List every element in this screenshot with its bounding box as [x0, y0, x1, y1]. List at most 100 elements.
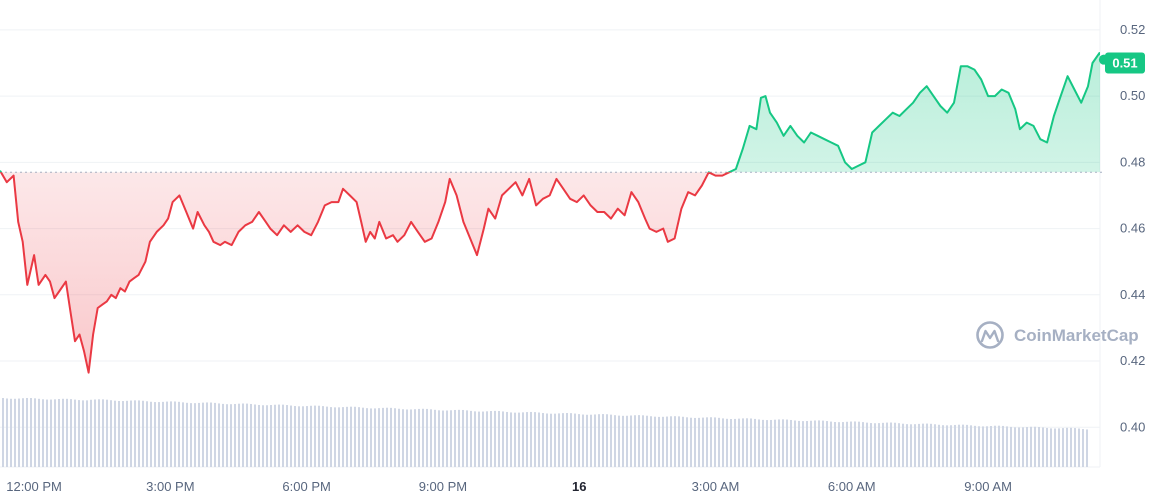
volume-bar	[254, 404, 256, 467]
volume-bar	[918, 423, 920, 467]
x-tick-label: 9:00 AM	[964, 479, 1012, 494]
watermark-text: CoinMarketCap	[1014, 326, 1139, 345]
volume-bar	[214, 402, 216, 467]
volume-bar	[430, 409, 432, 467]
volume-bar	[842, 422, 844, 467]
volume-bar	[622, 415, 624, 467]
y-tick-label: 0.50	[1120, 88, 1145, 103]
volume-bar	[262, 405, 264, 467]
volume-bar	[706, 417, 708, 467]
volume-bar	[106, 399, 108, 467]
volume-bar	[662, 416, 664, 467]
volume-bar	[378, 408, 380, 467]
volume-bar	[642, 415, 644, 467]
volume-bar	[374, 408, 376, 467]
volume-bar	[654, 416, 656, 467]
volume-bar	[510, 412, 512, 467]
volume-bar	[310, 405, 312, 467]
volume-bar	[206, 402, 208, 467]
volume-bar	[38, 398, 40, 467]
volume-bar	[1058, 428, 1060, 467]
volume-bar	[358, 407, 360, 467]
volume-bar	[1086, 429, 1088, 467]
volume-bar	[242, 403, 244, 467]
volume-bar	[1042, 427, 1044, 467]
volume-bar	[82, 400, 84, 467]
volume-bar	[130, 400, 132, 467]
volume-bar	[134, 400, 136, 467]
volume-bar	[690, 417, 692, 467]
volume-bar	[362, 407, 364, 467]
volume-bar	[22, 398, 24, 467]
volume-bar	[462, 409, 464, 467]
volume-bar	[822, 420, 824, 467]
volume-bar	[494, 410, 496, 467]
volume-bar	[334, 407, 336, 467]
x-tick-label: 9:00 PM	[419, 479, 467, 494]
volume-bar	[322, 406, 324, 467]
area-above-baseline	[0, 53, 1100, 173]
volume-bar	[794, 420, 796, 467]
volume-bar	[898, 423, 900, 467]
volume-bar	[554, 413, 556, 467]
volume-bars	[2, 398, 1088, 467]
volume-bar	[806, 421, 808, 467]
volume-bar	[714, 417, 716, 467]
volume-bar	[934, 424, 936, 467]
y-tick-label: 0.46	[1120, 221, 1145, 236]
volume-bar	[950, 425, 952, 467]
volume-bar	[666, 416, 668, 467]
volume-bar	[586, 414, 588, 467]
volume-bar	[1078, 428, 1080, 467]
volume-bar	[170, 401, 172, 467]
volume-bar	[862, 422, 864, 467]
volume-bar	[306, 406, 308, 467]
price-lines	[0, 52, 1100, 374]
volume-bar	[1046, 427, 1048, 467]
volume-bar	[382, 407, 384, 467]
volume-bar	[86, 400, 88, 467]
x-tick-label: 3:00 AM	[692, 479, 740, 494]
volume-bar	[418, 408, 420, 467]
volume-bar	[942, 425, 944, 467]
volume-bar	[294, 406, 296, 467]
volume-bar	[802, 421, 804, 467]
volume-bar	[998, 425, 1000, 467]
volume-bar	[770, 419, 772, 467]
volume-bar	[142, 400, 144, 467]
volume-bar	[78, 400, 80, 467]
volume-bar	[854, 421, 856, 467]
volume-bar	[534, 412, 536, 467]
volume-bar	[338, 407, 340, 467]
volume-bar	[246, 403, 248, 467]
volume-bar	[62, 398, 64, 467]
volume-bar	[26, 398, 28, 467]
volume-bar	[810, 420, 812, 467]
volume-bar	[870, 423, 872, 467]
price-line-down	[0, 172, 732, 374]
y-tick-label: 0.52	[1120, 22, 1145, 37]
volume-bar	[530, 411, 532, 467]
volume-bar	[350, 406, 352, 467]
volume-bar	[162, 401, 164, 467]
volume-bar	[402, 409, 404, 467]
volume-bar	[914, 424, 916, 467]
volume-bar	[650, 416, 652, 467]
volume-bar	[682, 416, 684, 467]
volume-bar	[734, 418, 736, 467]
volume-bar	[318, 405, 320, 467]
volume-bar	[290, 405, 292, 467]
volume-bar	[686, 417, 688, 467]
coinmarketcap-logo-icon	[976, 321, 1004, 349]
volume-bar	[1054, 428, 1056, 467]
volume-bar	[790, 419, 792, 467]
volume-bar	[1074, 428, 1076, 467]
volume-bar	[454, 409, 456, 467]
volume-bar	[14, 398, 16, 467]
volume-bar	[638, 415, 640, 467]
volume-bar	[426, 408, 428, 467]
grid-lines	[0, 0, 1101, 468]
volume-bar	[718, 417, 720, 467]
